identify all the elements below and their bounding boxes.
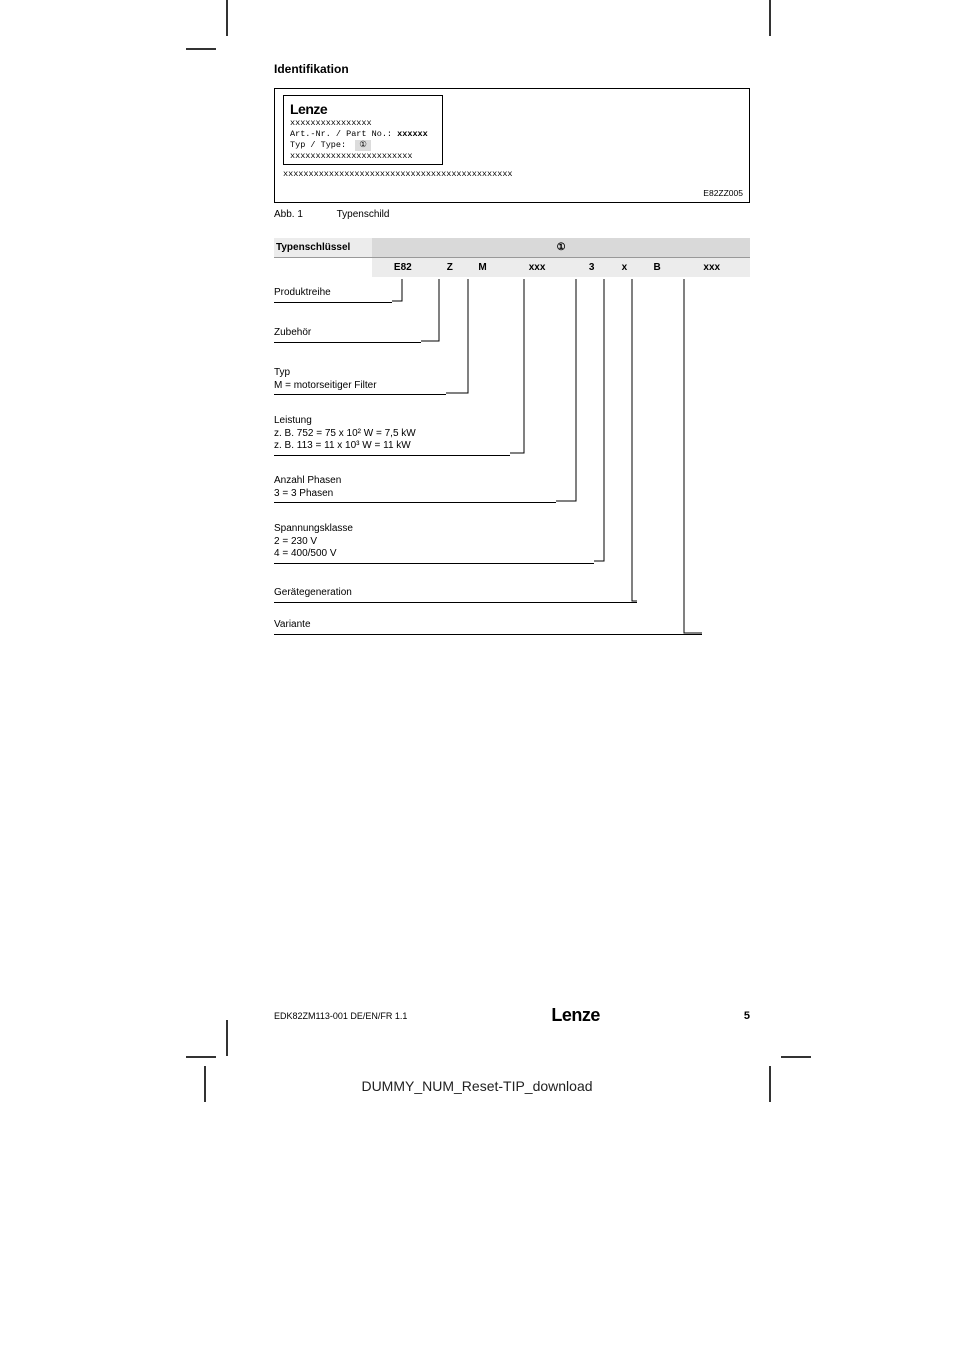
nameplate-diagram: Lenze xxxxxxxxxxxxxxxx Art.-Nr. / Part N… bbox=[274, 88, 750, 203]
watermark-text: DUMMY_NUM_Reset-TIP_download bbox=[0, 1078, 954, 1094]
page-content: Identifikation Lenze xxxxxxxxxxxxxxxx Ar… bbox=[274, 62, 750, 639]
nameplate-type-label: Typ / Type: bbox=[290, 140, 346, 150]
figure-caption: Abb. 1 Typenschild bbox=[274, 209, 750, 220]
typekey-col-1: Z bbox=[433, 258, 466, 278]
crop-mark bbox=[226, 1020, 228, 1056]
typekey-col-7: xxx bbox=[674, 258, 750, 278]
tree-label-7: Variante bbox=[274, 619, 702, 635]
typekey-col-3: xxx bbox=[499, 258, 575, 278]
nameplate-partno-label: Art.-Nr. / Part No.: bbox=[290, 129, 392, 139]
typekey-marker: ① bbox=[372, 238, 750, 258]
figure-number: Abb. 1 bbox=[274, 209, 334, 220]
tree-connector-4 bbox=[556, 279, 576, 501]
typekey-col-5: x bbox=[608, 258, 641, 278]
nameplate-barcode: xxxxxxxxxxxxxxxxxxxxxxxxxxxxxxxxxxxxxxxx… bbox=[283, 169, 741, 179]
crop-mark bbox=[186, 1056, 216, 1058]
nameplate-line2: Art.-Nr. / Part No.: xxxxxx bbox=[290, 129, 436, 140]
tree-connector-3 bbox=[510, 279, 524, 453]
tree-connector-2 bbox=[446, 279, 468, 393]
tree-connector-5 bbox=[594, 279, 604, 561]
tree-connector-6 bbox=[632, 279, 637, 601]
typekey-col-2: M bbox=[466, 258, 499, 278]
typekey-col-0: E82 bbox=[372, 258, 433, 278]
crop-mark bbox=[769, 0, 771, 36]
tree-label-1: Zubehör bbox=[274, 327, 421, 343]
tree-label-3: Leistungz. B. 752 = 75 x 10² W = 7,5 kWz… bbox=[274, 415, 510, 456]
typekey-col-6: B bbox=[641, 258, 674, 278]
tree-label-0: Produktreihe bbox=[274, 287, 392, 303]
tree-label-2: TypM = motorseitiger Filter bbox=[274, 367, 446, 395]
nameplate-partno-value: xxxxxx bbox=[397, 129, 428, 139]
nameplate-line3: Typ / Type: ① bbox=[290, 140, 436, 151]
footer-page-number: 5 bbox=[744, 1010, 750, 1022]
typekey-table: Typenschlüssel ① E82 Z M xxx 3 x B xxx bbox=[274, 238, 750, 277]
tree-label-5: Spannungsklasse2 = 230 V4 = 400/500 V bbox=[274, 523, 594, 564]
section-title: Identifikation bbox=[274, 62, 750, 76]
tree-connector-0 bbox=[392, 279, 402, 301]
crop-mark bbox=[781, 1056, 811, 1058]
typekey-col-4: 3 bbox=[575, 258, 608, 278]
tree-label-6: Gerätegeneration bbox=[274, 587, 637, 603]
crop-mark bbox=[186, 48, 216, 50]
tree-connector-7 bbox=[684, 279, 702, 633]
nameplate-brand: Lenze bbox=[290, 100, 436, 118]
nameplate-label-box: Lenze xxxxxxxxxxxxxxxx Art.-Nr. / Part N… bbox=[283, 95, 443, 165]
figure-title: Typenschild bbox=[337, 209, 390, 220]
footer-doc-id: EDK82ZM113-001 DE/EN/FR 1.1 bbox=[274, 1011, 407, 1021]
crop-mark bbox=[226, 0, 228, 36]
tree-connector-1 bbox=[421, 279, 439, 341]
nameplate-type-marker: ① bbox=[355, 140, 371, 151]
footer-brand: Lenze bbox=[551, 1005, 600, 1026]
tree-label-4: Anzahl Phasen3 = 3 Phasen bbox=[274, 475, 556, 503]
page-footer: EDK82ZM113-001 DE/EN/FR 1.1 Lenze 5 bbox=[274, 1005, 750, 1026]
typekey-row-label: Typenschlüssel bbox=[274, 238, 372, 258]
diagram-code: E82ZZ005 bbox=[703, 188, 743, 198]
nameplate-line1: xxxxxxxxxxxxxxxx bbox=[290, 118, 436, 129]
nameplate-line4: xxxxxxxxxxxxxxxxxxxxxxxx bbox=[290, 151, 436, 162]
typekey-tree: Produktreihe Zubehör TypM = motorseitiger … bbox=[274, 279, 750, 639]
